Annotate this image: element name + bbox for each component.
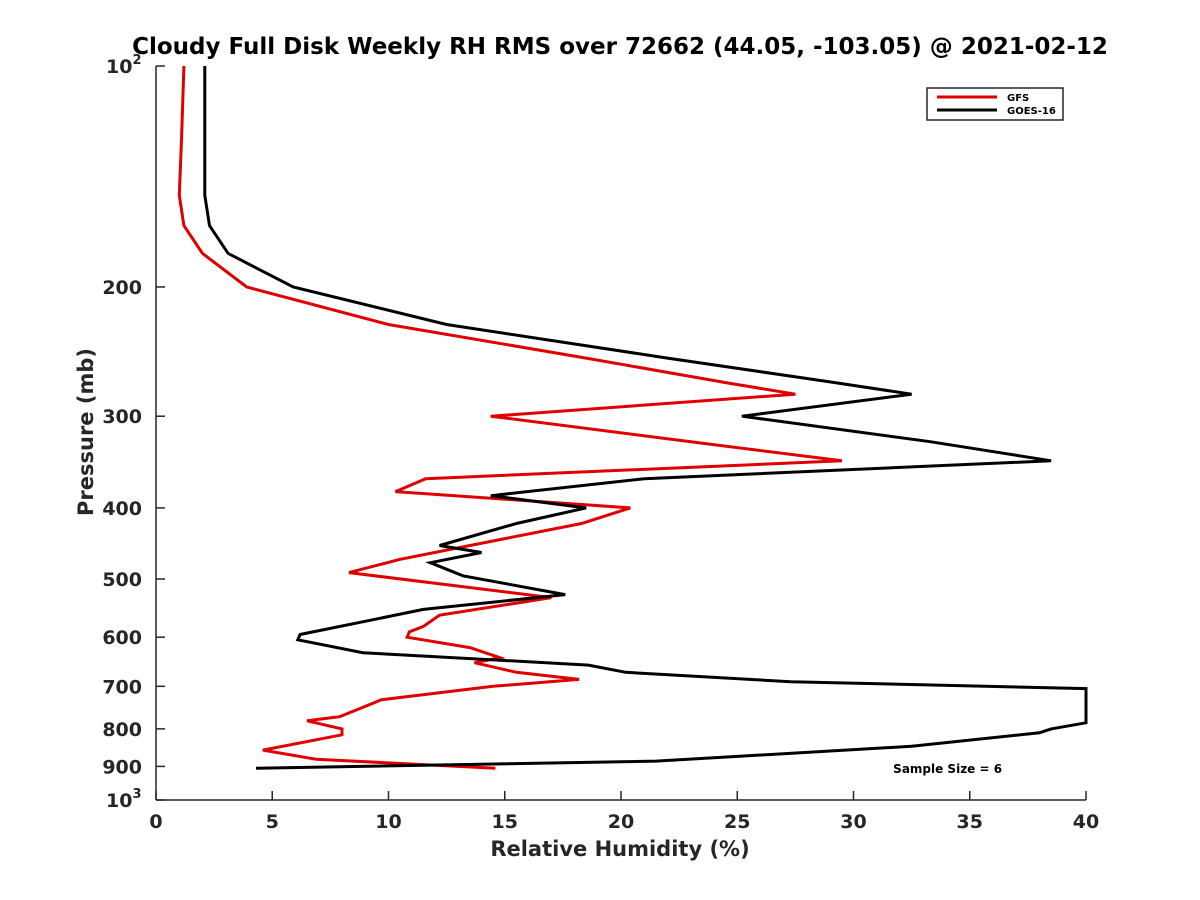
x-tick-label: 5 bbox=[266, 811, 279, 833]
y-tick-label: 103 bbox=[106, 787, 142, 812]
series-line-gfs bbox=[177, 65, 843, 770]
x-tick-label: 30 bbox=[840, 811, 866, 833]
x-tick-label: 0 bbox=[149, 811, 162, 833]
annotations-layer: Sample Size = 6 bbox=[893, 762, 1002, 776]
y-tick-label: 700 bbox=[102, 676, 142, 698]
series-line-goes-16 bbox=[203, 66, 1088, 770]
x-tick-label: 10 bbox=[375, 811, 401, 833]
y-tick-label: 600 bbox=[102, 627, 142, 649]
legend: GFS GOES-16 bbox=[926, 87, 1064, 121]
y-tick-label: 500 bbox=[102, 569, 142, 591]
labels-layer: Relative Humidity (%) Pressure (mb) bbox=[74, 348, 750, 861]
y-tick-label: 200 bbox=[102, 277, 142, 299]
legend-label: GFS bbox=[1007, 93, 1029, 104]
x-tick-label: 25 bbox=[724, 811, 750, 833]
y-tick-base: 10 bbox=[106, 56, 132, 78]
y-tick-label: 800 bbox=[102, 719, 142, 741]
series-layer bbox=[177, 65, 1088, 770]
chart-title: Cloudy Full Disk Weekly RH RMS over 7266… bbox=[132, 34, 1108, 60]
axes-layer: 0 5 10 15 20 25 30 35 40102200300400500600700800… bbox=[102, 53, 1099, 833]
x-tick-label: 20 bbox=[608, 811, 634, 833]
y-axis-label: Pressure (mb) bbox=[74, 348, 98, 516]
x-axis-label: Relative Humidity (%) bbox=[490, 837, 749, 861]
x-tick-label: 15 bbox=[492, 811, 518, 833]
y-tick-label: 300 bbox=[102, 406, 142, 428]
x-tick-label: 35 bbox=[957, 811, 983, 833]
legend-label: GOES-16 bbox=[1007, 106, 1056, 117]
y-tick-label: 400 bbox=[102, 498, 142, 520]
x-tick-label: 40 bbox=[1073, 811, 1099, 833]
y-tick-label: 900 bbox=[102, 756, 142, 778]
y-tick-base: 10 bbox=[106, 790, 132, 812]
y-tick-exponent: 2 bbox=[132, 53, 141, 68]
sample-size-annotation: Sample Size = 6 bbox=[893, 762, 1002, 776]
legend-box bbox=[926, 87, 1064, 121]
y-tick-label: 102 bbox=[106, 53, 142, 78]
y-tick-exponent: 3 bbox=[132, 787, 141, 802]
